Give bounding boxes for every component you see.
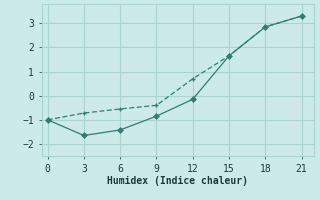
X-axis label: Humidex (Indice chaleur): Humidex (Indice chaleur) xyxy=(107,176,248,186)
